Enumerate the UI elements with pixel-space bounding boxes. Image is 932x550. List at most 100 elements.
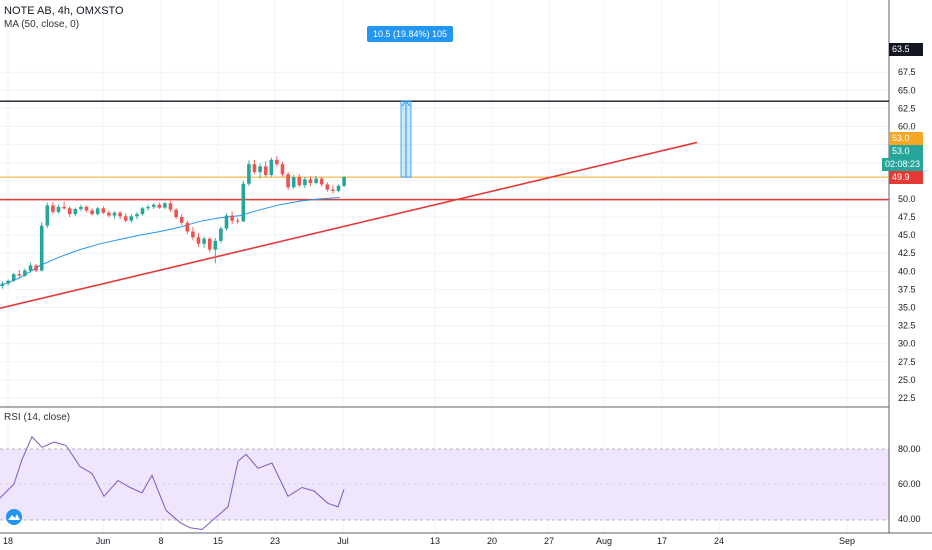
price-tick-label: 42.5 [898, 248, 916, 258]
time-tick-label: Jun [96, 536, 111, 546]
price-tick-label: 50.0 [898, 194, 916, 204]
candle-body [135, 214, 139, 217]
candle-body [23, 270, 27, 276]
candle-body [286, 174, 290, 188]
time-axis-ticks: 18 Jun 8 15 23 Jul 13 20 27 Aug 17 24 Sep [3, 536, 855, 546]
candle-body [196, 237, 201, 244]
trendline [0, 141, 698, 310]
measure-arrow-head [401, 100, 411, 107]
candle-body [325, 184, 330, 190]
candle-body [252, 164, 257, 173]
candle-body [263, 166, 268, 176]
candle-body [258, 166, 262, 173]
price-tick-label: 25.0 [898, 375, 916, 385]
candle-body [224, 215, 229, 229]
orange-price-tag: 53.0 [889, 132, 923, 145]
candle-body [275, 159, 279, 165]
price-tick-label: 32.5 [898, 321, 916, 331]
candle-body [112, 212, 117, 216]
tradingview-logo-icon[interactable] [6, 509, 22, 525]
rsi-band [0, 449, 889, 520]
candle-body [28, 265, 33, 271]
time-tick-label: 15 [213, 536, 223, 546]
rsi-tick-label: 80.00 [898, 444, 921, 454]
chart-grid [0, 0, 889, 533]
candle-body [219, 228, 223, 241]
candle-body [95, 208, 100, 215]
candle-body [247, 164, 251, 184]
candle-body [303, 179, 307, 186]
candle-body [79, 206, 83, 210]
price-tick-label: 67.5 [898, 67, 916, 77]
candle-body [17, 274, 22, 276]
candle-body [101, 208, 106, 213]
candle-body [319, 178, 324, 185]
time-tick-label: 13 [430, 536, 440, 546]
rsi-line [0, 435, 345, 531]
candle-body [336, 185, 341, 191]
price-range-measure [400, 100, 412, 178]
candle-body [297, 177, 302, 186]
price-tick-label: 47.5 [898, 212, 916, 222]
candle-body [179, 217, 184, 223]
candle-body [51, 205, 55, 212]
horizontal-levels [0, 100, 889, 201]
rsi-tick-label: 40.00 [898, 514, 921, 524]
price-tick-label: 62.5 [898, 103, 916, 113]
candle-body [118, 212, 122, 217]
candle-body [107, 212, 111, 216]
candle-body [213, 240, 218, 250]
candle-body [34, 265, 38, 271]
candle-body [241, 183, 246, 222]
rsi-tick-label: 60.00 [898, 479, 921, 489]
candle-body [185, 222, 190, 232]
resistance-price-tag: 63.5 [889, 43, 923, 56]
candle-body [129, 216, 134, 221]
candle-body [140, 208, 145, 215]
price-tick-label: 37.5 [898, 284, 916, 294]
time-tick-label: Aug [596, 536, 612, 546]
candle-body [163, 203, 167, 208]
price-tick-label: 22.5 [898, 393, 916, 403]
last-price-tag: 53.0 [889, 145, 923, 158]
price-tick-label: 27.5 [898, 357, 916, 367]
rsi-legend[interactable]: RSI (14, close) [4, 412, 71, 423]
candle-body [230, 215, 234, 221]
candle-body [174, 209, 178, 217]
candle-body [342, 177, 346, 186]
candles [0, 156, 346, 289]
candle-body [235, 220, 240, 222]
candle-body [202, 238, 206, 244]
countdown-tag: 02:08:23 [881, 158, 923, 171]
candle-body [62, 206, 66, 209]
candle-body [168, 203, 173, 210]
candle-body [45, 205, 50, 226]
candle-body [56, 206, 61, 212]
time-tick-label: 20 [487, 536, 497, 546]
candle-body [39, 225, 44, 271]
candle-body [11, 274, 16, 281]
candle-body [207, 238, 212, 250]
price-axis-ticks: 67.565.062.560.057.555.052.550.047.545.0… [898, 67, 916, 403]
time-tick-label: 24 [714, 536, 724, 546]
ma-legend[interactable]: MA (50, close, 0) [4, 19, 80, 30]
candle-body [331, 189, 335, 191]
price-tick-label: 30.0 [898, 339, 916, 349]
rsi-axis-ticks: 80.00 60.00 40.00 [898, 444, 921, 524]
price-tick-label: 35.0 [898, 303, 916, 313]
chart-title: NOTE AB, 4h, OMXSTO [4, 5, 124, 17]
candle-body [291, 177, 296, 188]
candle-body [6, 280, 10, 284]
candle-body [191, 231, 195, 238]
candle-body [90, 210, 94, 215]
candle-body [73, 209, 78, 215]
measure-label: 10.5 (19.84%) 105 [367, 26, 454, 42]
time-tick-label: Jul [337, 536, 349, 546]
candle-body [157, 204, 162, 208]
candle-body [269, 159, 274, 176]
candle-body [314, 178, 318, 183]
ma-50-line [0, 197, 341, 287]
time-tick-label: 17 [657, 536, 667, 546]
candle-body [146, 206, 150, 209]
